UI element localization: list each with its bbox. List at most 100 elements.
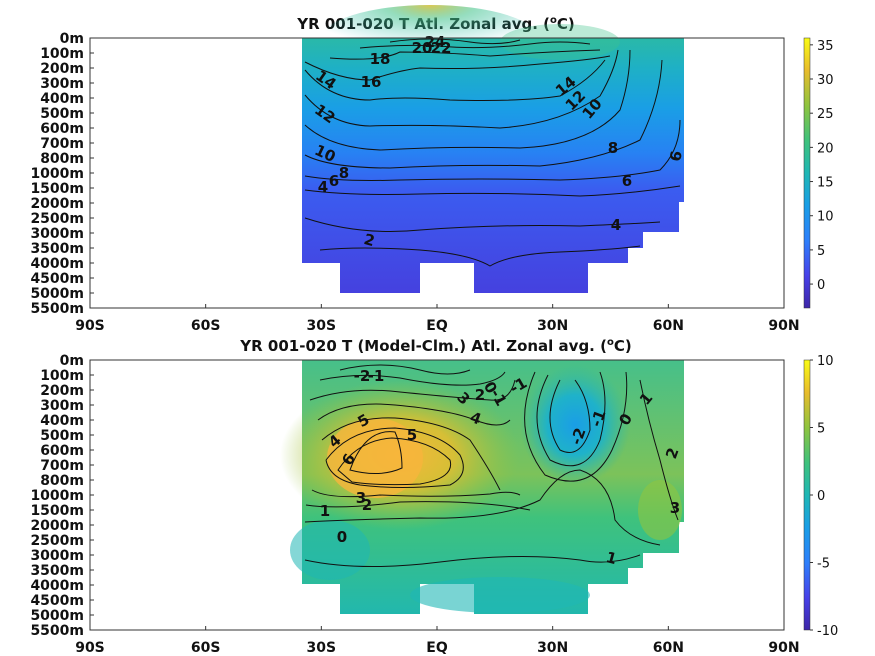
contour-label: -1 bbox=[587, 407, 610, 429]
y-tick-label: 2000m bbox=[30, 518, 84, 534]
x-tick-label: 30S bbox=[307, 640, 337, 656]
colorbar-tick-label: 15 bbox=[817, 176, 834, 191]
colorbar-tick-label: 10 bbox=[817, 210, 834, 225]
colorbar-tick-label: 35 bbox=[817, 39, 834, 54]
y-tick-label: 1000m bbox=[30, 166, 84, 182]
colorbar-tick-label: 25 bbox=[817, 107, 834, 122]
x-tick-label: 30S bbox=[307, 318, 337, 334]
panel-2-contours bbox=[304, 364, 679, 568]
contour-label: 4 bbox=[318, 178, 328, 196]
y-tick-label: 5500m bbox=[30, 623, 84, 639]
y-tick-label: 0m bbox=[60, 31, 84, 47]
y-tick-label: 5000m bbox=[30, 608, 84, 624]
panel-2: YR 001-020 T (Model-Clm.) Atl. Zonal avg… bbox=[30, 337, 838, 656]
y-tick-label: 500m bbox=[40, 428, 84, 444]
y-tick-label: 2500m bbox=[30, 533, 84, 549]
panel-1-field: 24 20 22 18 16 14 12 10 8 6 4 2 14 12 10… bbox=[302, 5, 686, 293]
colorbar-tick-label: 5 bbox=[817, 244, 825, 259]
contour-label: 3 bbox=[670, 499, 680, 517]
x-tick-label: EQ bbox=[426, 640, 448, 656]
contour-label: -2 bbox=[354, 367, 371, 385]
y-tick-label: 200m bbox=[40, 61, 84, 77]
y-tick-label: 600m bbox=[40, 443, 84, 459]
x-tick-label: 30N bbox=[537, 640, 568, 656]
y-tick-label: 800m bbox=[40, 151, 84, 167]
contour-label: 1 bbox=[320, 502, 330, 520]
colorbar-tick-label: 10 bbox=[817, 354, 834, 369]
colorbar-tick-label: 0 bbox=[817, 489, 825, 504]
x-tick-label: 60N bbox=[653, 318, 684, 334]
y-tick-label: 2500m bbox=[30, 211, 84, 227]
y-tick-label: 100m bbox=[40, 368, 84, 384]
y-tick-label: 500m bbox=[40, 106, 84, 122]
contour-label: 6 bbox=[622, 172, 632, 190]
y-tick-label: 4000m bbox=[30, 578, 84, 594]
contour-label: 0 bbox=[337, 528, 347, 546]
y-tick-label: 600m bbox=[40, 121, 84, 137]
contour-label: 6 bbox=[666, 149, 686, 162]
contour-label: -2 bbox=[567, 425, 590, 447]
panel-1-contours bbox=[304, 38, 681, 267]
colorbar-tick-label: 5 bbox=[817, 422, 825, 437]
y-tick-label: 3000m bbox=[30, 548, 84, 564]
x-tick-label: 90N bbox=[768, 318, 799, 334]
colorbar-tick-label: 0 bbox=[817, 278, 825, 293]
y-tick-label: 200m bbox=[40, 383, 84, 399]
y-tick-label: 700m bbox=[40, 458, 84, 474]
contour-label: 5 bbox=[407, 426, 417, 444]
x-tick-label: 60S bbox=[191, 318, 221, 334]
panel-1-axes: 0m100m200m300m400m500m600m700m800m1000m1… bbox=[30, 31, 799, 334]
contour-label: 20 bbox=[412, 39, 433, 57]
y-tick-label: 400m bbox=[40, 91, 84, 107]
contour-label: 8 bbox=[608, 139, 618, 157]
contour-label: 8 bbox=[339, 164, 349, 182]
y-tick-label: 1500m bbox=[30, 503, 84, 519]
colorbar-tick-label: -5 bbox=[817, 557, 830, 572]
y-tick-label: 0m bbox=[60, 353, 84, 369]
x-tick-label: 90N bbox=[768, 640, 799, 656]
y-tick-label: 4500m bbox=[30, 593, 84, 609]
y-tick-label: 300m bbox=[40, 398, 84, 414]
contour-label: 2 bbox=[362, 230, 377, 250]
panel-2-colorbar bbox=[803, 359, 811, 631]
x-tick-label: 90S bbox=[75, 640, 105, 656]
contour-label: 22 bbox=[431, 39, 452, 57]
y-tick-label: 2000m bbox=[30, 196, 84, 212]
panel-2-colorbar-ticks: 10 5 0 -5 -10 bbox=[810, 354, 838, 639]
panel-2-title: YR 001-020 T (Model-Clm.) Atl. Zonal avg… bbox=[239, 337, 631, 355]
x-tick-label: 30N bbox=[537, 318, 568, 334]
panel-1-colorbar-ticks: 35 30 25 20 15 10 5 0 bbox=[810, 39, 834, 293]
y-tick-label: 1500m bbox=[30, 181, 84, 197]
y-tick-label: 100m bbox=[40, 46, 84, 62]
contour-label: 2 bbox=[475, 386, 485, 404]
y-tick-label: 1000m bbox=[30, 488, 84, 504]
y-tick-label: 3500m bbox=[30, 563, 84, 579]
y-tick-label: 700m bbox=[40, 136, 84, 152]
y-tick-label: 5000m bbox=[30, 286, 84, 302]
colorbar-tick-label: -10 bbox=[817, 624, 838, 639]
y-tick-label: 4500m bbox=[30, 271, 84, 287]
contour-label: 4 bbox=[611, 216, 621, 234]
y-tick-label: 4000m bbox=[30, 256, 84, 272]
panel-2-axes: 0m100m200m300m400m500m600m700m800m1000m1… bbox=[30, 353, 799, 656]
x-tick-label: 90S bbox=[75, 318, 105, 334]
panel-1-colorbar bbox=[803, 37, 811, 309]
colorbar-tick-label: 20 bbox=[817, 141, 834, 156]
contour-label: 18 bbox=[370, 50, 391, 68]
y-tick-label: 300m bbox=[40, 76, 84, 92]
contour-label: -1 bbox=[486, 386, 510, 409]
x-tick-label: EQ bbox=[426, 318, 448, 334]
y-tick-label: 800m bbox=[40, 473, 84, 489]
y-tick-label: 3000m bbox=[30, 226, 84, 242]
contour-label: 16 bbox=[361, 73, 382, 91]
contour-label: 1 bbox=[604, 548, 619, 568]
x-tick-label: 60S bbox=[191, 640, 221, 656]
contour-label: 2 bbox=[362, 496, 372, 514]
panel-1: YR 001-020 T Atl. Zonal avg. (oC) bbox=[30, 5, 834, 334]
y-tick-label: 5500m bbox=[30, 301, 84, 317]
y-tick-label: 400m bbox=[40, 413, 84, 429]
colorbar-tick-label: 30 bbox=[817, 73, 834, 88]
panel-2-field: -2 -1 0 -1 -1 2 3 4 5 5 4 6 3 2 1 0 -2 -… bbox=[280, 360, 684, 614]
contour-label: -1 bbox=[368, 367, 385, 385]
